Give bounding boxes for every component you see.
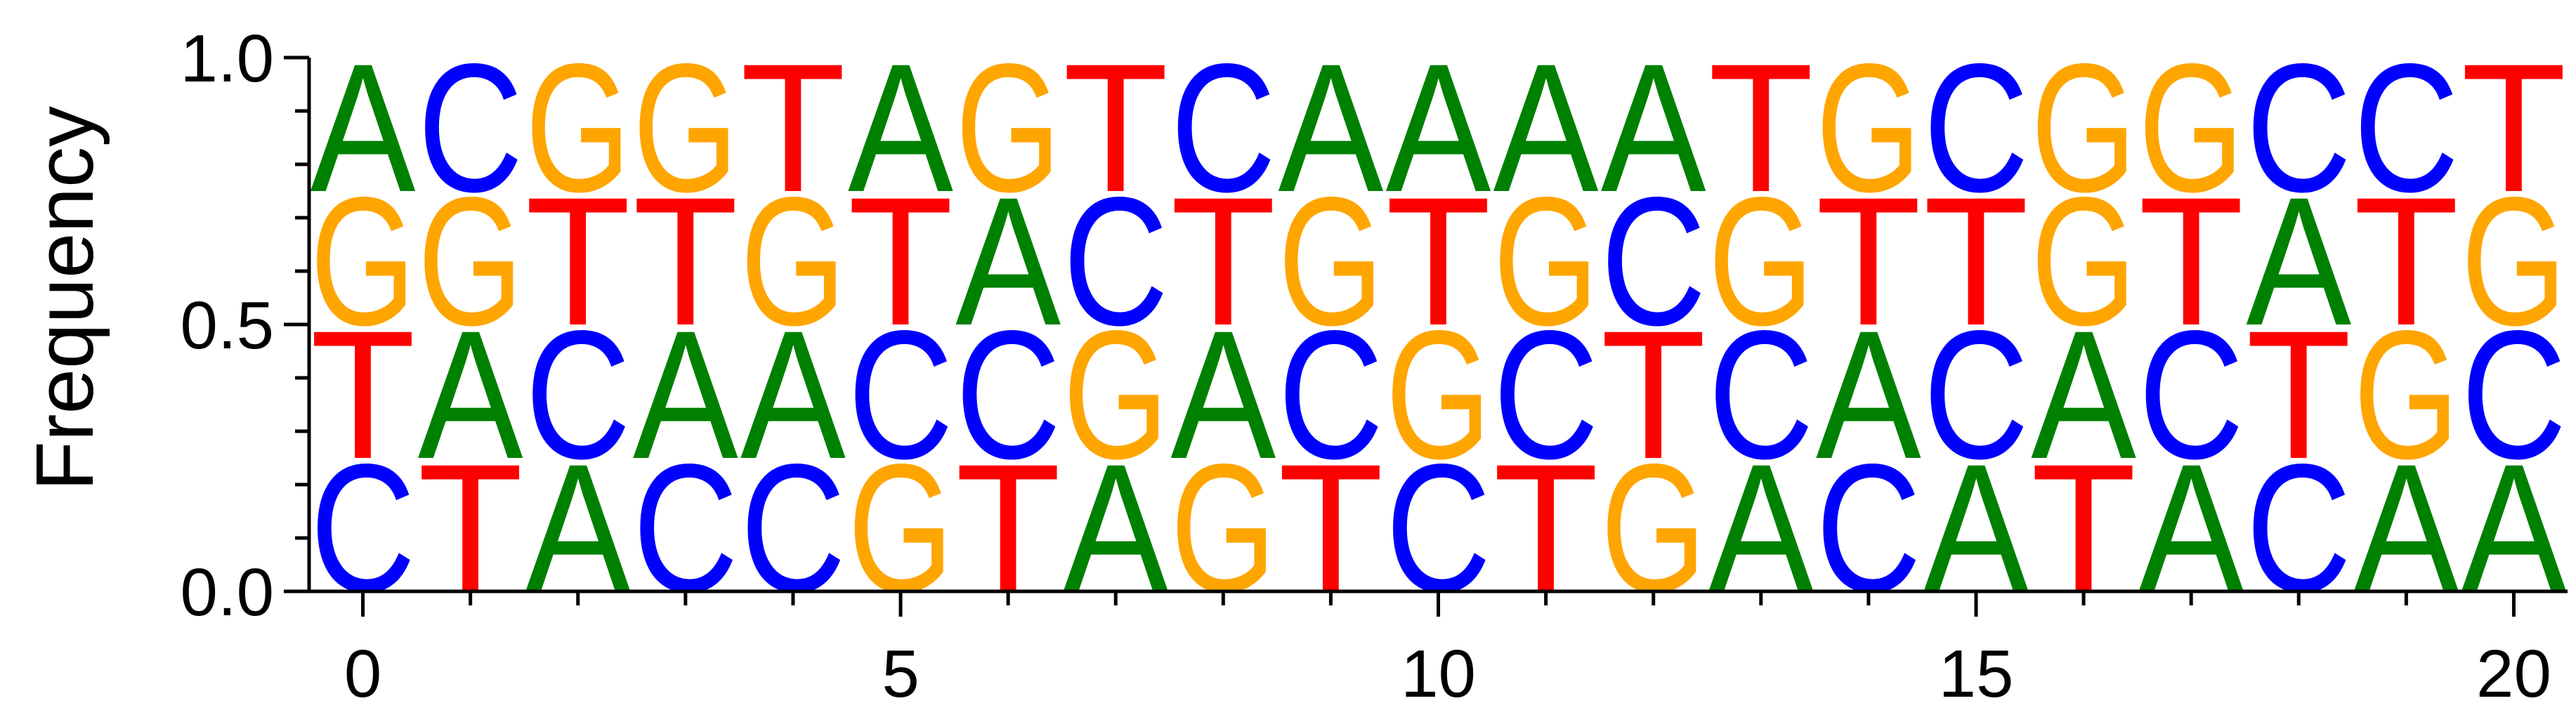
logo-letter-t: T (2246, 292, 2351, 497)
logo-letter-a: A (1816, 292, 1921, 497)
x-tick-label: 0 (344, 636, 381, 711)
logo-letter-t: T (1386, 159, 1491, 363)
logo-letter-a: A (1493, 25, 1599, 230)
logo-letter-g: G (1493, 159, 1599, 364)
y-tick-label: 0.5 (181, 288, 274, 363)
logo-letter-c: C (848, 292, 953, 497)
logo-letter-t: T (2461, 25, 2566, 230)
y-tick-label: 0.0 (181, 555, 274, 630)
logo-letter-t: T (2138, 159, 2244, 363)
logo-letter-c: C (1601, 159, 1706, 363)
logo-letter-c: C (2461, 292, 2566, 497)
logo-letter-g: G (740, 159, 846, 364)
logo-letter-c: C (955, 292, 1061, 497)
logo-letter-g: G (2031, 159, 2136, 364)
logo-letter-a: A (848, 25, 953, 230)
logo-letter-g: G (2461, 159, 2566, 364)
logo-letter-g: G (1816, 25, 1921, 230)
logo-letter-c: C (1170, 25, 1276, 230)
logo-letter-t: T (1816, 159, 1921, 363)
logo-letter-g: G (1278, 159, 1383, 364)
logo-letters: CTGATAGCACTGCATGCAGTGCTATCAGAGCTGATCTCGA… (310, 25, 2567, 631)
logo-letter-a: A (310, 25, 416, 230)
logo-letter-a: A (1385, 25, 1491, 230)
y-axis-ticks: 0.0 0.5 1.0 (181, 21, 309, 630)
logo-letter-g: G (955, 25, 1061, 230)
logo-letter-g: G (633, 25, 738, 230)
logo-letter-t: T (848, 159, 953, 363)
logo-letter-g: G (2031, 25, 2136, 230)
logo-letter-c: C (418, 25, 523, 230)
x-tick-label: 5 (882, 636, 919, 711)
logo-letter-g: G (525, 25, 631, 230)
logo-letter-g: G (2138, 25, 2244, 230)
logo-letter-g: G (1063, 292, 1168, 497)
logo-letter-c: C (1493, 292, 1599, 497)
logo-letter-t: T (1923, 159, 2029, 363)
logo-letter-g: G (1708, 159, 1814, 364)
logo-letter-c: C (1708, 292, 1814, 497)
logo-letter-t: T (2353, 159, 2459, 363)
logo-letter-c: C (525, 292, 631, 497)
logo-letter-a: A (955, 159, 1061, 363)
logo-letter-c: C (2353, 25, 2459, 230)
logo-letter-t: T (1601, 292, 1706, 497)
axes: 0.0 0.5 1.0 0 5 10 15 20 Frequency (19, 21, 2568, 711)
logo-letter-g: G (418, 159, 523, 364)
logo-letter-t: T (1063, 25, 1168, 230)
x-axis-ticks: 0 5 10 15 20 (344, 591, 2551, 711)
logo-letter-g: G (310, 159, 416, 364)
logo-letter-c: C (1278, 292, 1383, 497)
y-tick-label: 1.0 (181, 21, 274, 96)
logo-letter-c: C (2138, 292, 2244, 497)
logo-letter-c: C (1923, 292, 2029, 497)
logo-letter-a: A (1278, 25, 1383, 230)
logo-letter-t: T (740, 25, 846, 230)
logo-letter-t: T (633, 159, 738, 363)
x-tick-label: 15 (1939, 636, 2014, 711)
logo-letter-c: C (2246, 25, 2351, 230)
y-axis-label: Frequency (19, 106, 110, 491)
logo-letter-a: A (2246, 159, 2351, 363)
logo-letter-c: C (1923, 25, 2029, 230)
x-tick-label: 20 (2476, 636, 2551, 711)
logo-letter-a: A (1170, 292, 1276, 497)
logo-letter-g: G (1385, 292, 1491, 497)
logo-letter-t: T (1708, 25, 1814, 230)
logo-letter-c: C (1063, 159, 1168, 363)
logo-letter-a: A (2031, 292, 2136, 497)
logo-letter-t: T (525, 159, 631, 363)
logo-letter-a: A (1601, 25, 1706, 230)
logo-letter-a: A (633, 292, 738, 497)
logo-letter-t: T (1170, 159, 1276, 363)
logo-letter-g: G (2353, 292, 2459, 497)
logo-letter-a: A (418, 292, 523, 497)
x-tick-label: 10 (1401, 636, 1476, 711)
logo-letter-a: A (740, 292, 846, 497)
logo-letter-t: T (310, 292, 416, 497)
